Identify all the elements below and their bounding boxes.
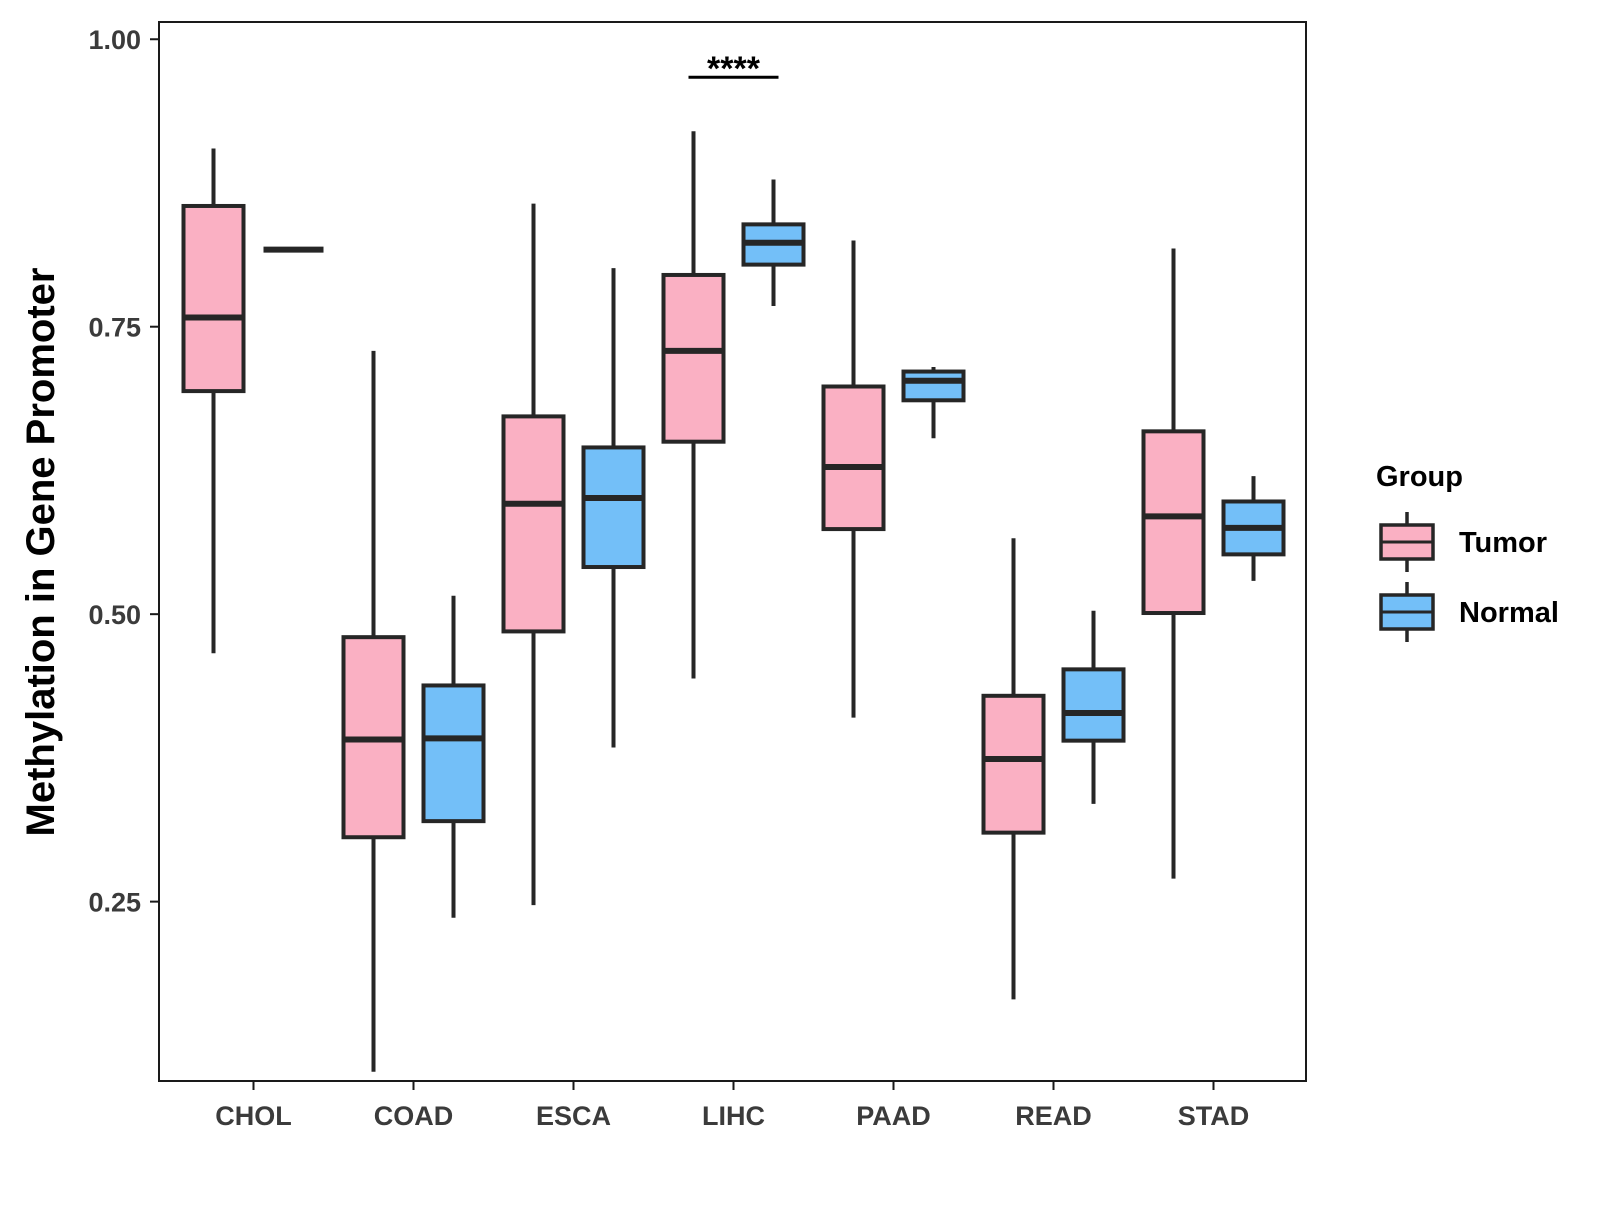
box-esca-tumor [501,203,566,906]
y-tick-label: 0.75 [88,313,141,343]
y-axis-title: Methylation in Gene Promoter [19,268,63,837]
box-coad-tumor [341,350,406,1072]
box-read-normal [1061,610,1126,804]
box-lihc-tumor [661,131,726,679]
box-body-stad-tumor [1141,429,1206,616]
x-tick-label-paad: PAAD [856,1101,931,1131]
legend-key-normal [1379,582,1435,642]
box-stad-tumor [1141,248,1206,879]
box-coad-normal [421,595,486,918]
y-axis: 0.25 0.50 0.75 1.00 [88,25,159,918]
box-body-paad-normal [901,369,966,403]
y-tick-label: 1.00 [88,25,141,55]
x-tick-label-stad: STAD [1178,1101,1250,1131]
box-lihc-normal [741,179,806,307]
legend-title: Group [1376,461,1463,493]
box-stad-normal [1221,476,1286,581]
box-read-tumor [981,538,1046,1000]
box-paad-tumor [821,240,886,718]
box-chol-tumor [181,148,246,654]
box-body-coad-normal [421,683,486,824]
box-body-esca-normal [581,445,646,570]
legend-label-tumor: Tumor [1459,527,1547,559]
x-tick-label-chol: CHOL [215,1101,292,1131]
legend-label-normal: Normal [1459,597,1559,629]
significance-label: **** [707,50,761,88]
x-tick-label-coad: COAD [374,1101,454,1131]
x-tick-label-read: READ [1015,1101,1092,1131]
legend: Group Tumor Normal [1376,461,1559,642]
plot-panel-border [158,21,1307,1082]
x-tick-label-esca: ESCA [536,1101,611,1131]
box-body-paad-tumor [821,384,886,532]
box-body-lihc-tumor [661,272,726,444]
box-paad-normal [901,366,966,439]
y-tick-label: 0.25 [88,888,141,918]
annotation-layer: **** [688,50,779,88]
y-tick-label: 0.50 [88,600,141,630]
x-axis: CHOL COAD ESCA LIHC PAAD READ STAD [215,1081,1249,1131]
box-body-chol-tumor [181,203,246,394]
legend-key-tumor [1379,512,1435,572]
x-tick-label-lihc: LIHC [702,1101,765,1131]
boxes-layer [181,131,1286,1072]
box-body-read-normal [1061,667,1126,743]
box-body-esca-tumor [501,414,566,634]
box-body-read-tumor [981,693,1046,835]
box-esca-normal [581,268,646,748]
